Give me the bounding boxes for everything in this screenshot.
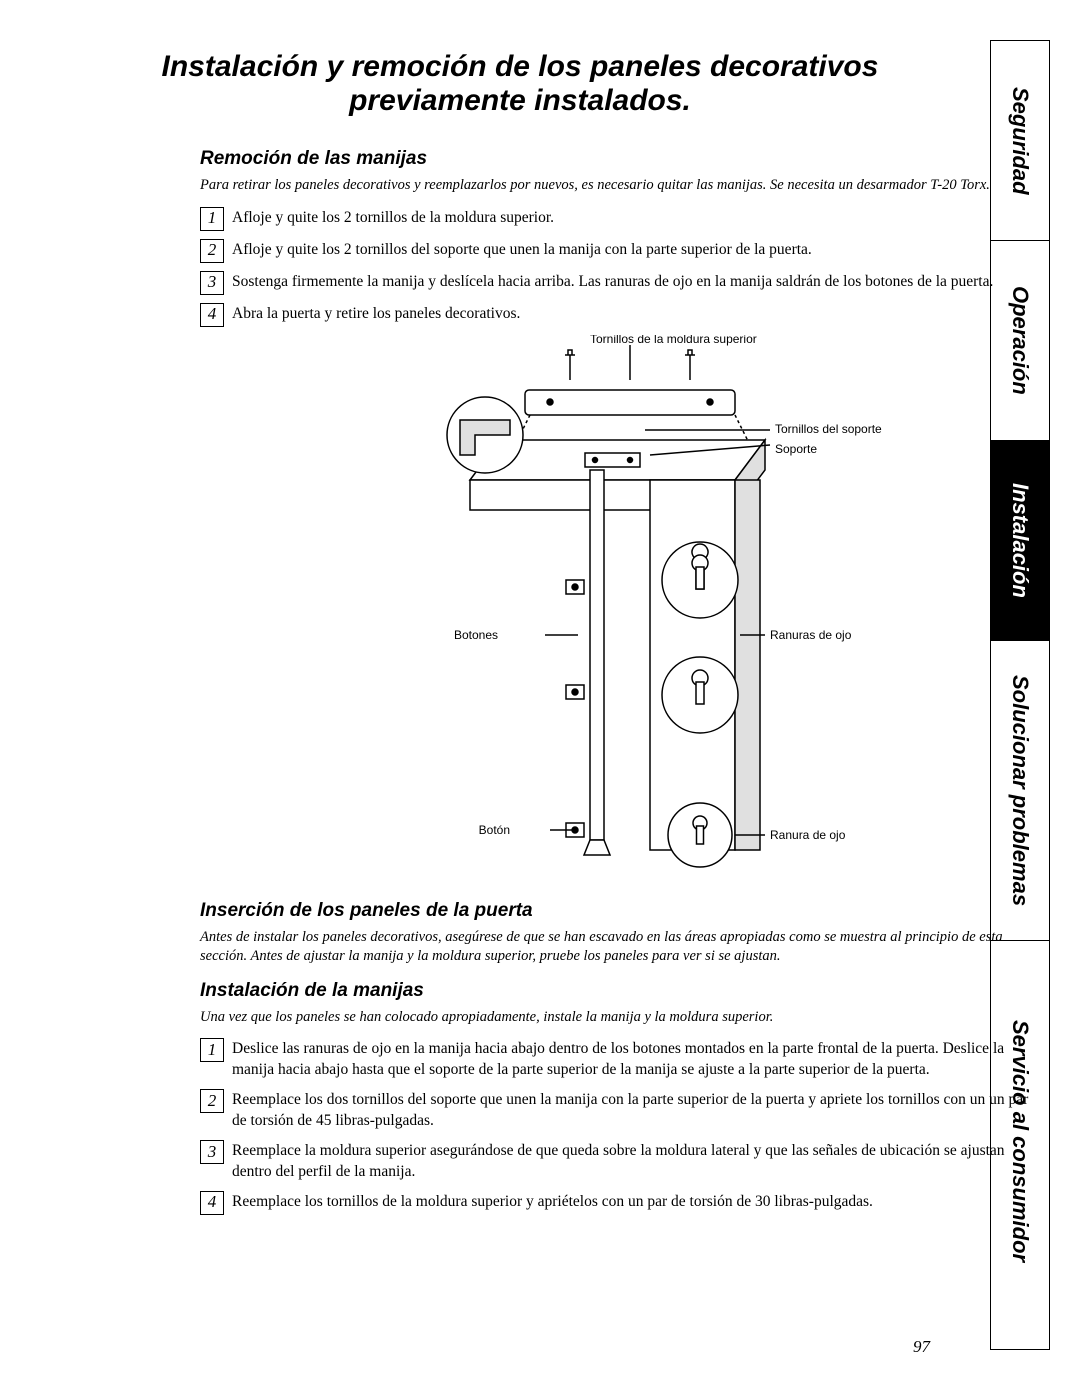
- removal-step: 1 Afloje y quite los 2 tornillos de la m…: [200, 207, 1040, 231]
- main-content: Remoción de las manijas Para retirar los…: [200, 148, 1040, 1215]
- diagram-container: Tornillos de la moldura superior Tornill…: [200, 335, 1040, 880]
- label-top-screws: Tornillos de la moldura superior: [590, 335, 757, 346]
- step-number-box: 1: [200, 1038, 224, 1062]
- step-text: Afloje y quite los 2 tornillos de la mol…: [232, 207, 1040, 229]
- side-tabs: Seguridad Operación Instalación Solucion…: [990, 40, 1050, 1350]
- step-text: Reemplace los dos tornillos del soporte …: [232, 1089, 1040, 1132]
- step-text: Sostenga firmemente la manija y deslícel…: [232, 271, 1040, 293]
- install-step: 2 Reemplace los dos tornillos del soport…: [200, 1089, 1040, 1132]
- step-text: Deslice las ranuras de ojo en la manija …: [232, 1038, 1040, 1081]
- label-bracket-screws: Tornillos del soporte: [775, 422, 882, 436]
- removal-step: 3 Sostenga firmemente la manija y deslíc…: [200, 271, 1040, 295]
- section-intro-install: Una vez que los paneles se han colocado …: [200, 1008, 1040, 1027]
- section-intro-removal: Para retirar los paneles decorativos y r…: [200, 176, 1040, 195]
- tab-servicio[interactable]: Servicio al consumidor: [991, 941, 1049, 1341]
- section-heading-removal: Remoción de las manijas: [200, 148, 1040, 170]
- label-button: Botón: [479, 823, 510, 837]
- door-handle-diagram: Tornillos de la moldura superior Tornill…: [350, 335, 890, 875]
- label-buttons: Botones: [454, 628, 498, 642]
- page: Instalación y remoción de los paneles de…: [0, 0, 1080, 1397]
- step-text: Reemplace los tornillos de la moldura su…: [232, 1191, 1040, 1213]
- tab-instalacion[interactable]: Instalación: [991, 441, 1049, 641]
- page-number: 97: [913, 1337, 930, 1357]
- removal-step: 4 Abra la puerta y retire los paneles de…: [200, 303, 1040, 327]
- step-number-box: 4: [200, 1191, 224, 1215]
- section-intro-insert: Antes de instalar los paneles decorativo…: [200, 928, 1040, 966]
- tab-solucionar[interactable]: Solucionar problemas: [991, 641, 1049, 941]
- label-bracket: Soporte: [775, 442, 817, 456]
- step-number-box: 2: [200, 1089, 224, 1113]
- step-text: Reemplace la moldura superior asegurándo…: [232, 1140, 1040, 1183]
- install-step: 1 Deslice las ranuras de ojo en la manij…: [200, 1038, 1040, 1081]
- removal-step: 2 Afloje y quite los 2 tornillos del sop…: [200, 239, 1040, 263]
- install-step: 4 Reemplace los tornillos de la moldura …: [200, 1191, 1040, 1215]
- install-step: 3 Reemplace la moldura superior asegurán…: [200, 1140, 1040, 1183]
- label-eye-slot: Ranura de ojo: [770, 828, 846, 842]
- tab-seguridad[interactable]: Seguridad: [991, 41, 1049, 241]
- label-eye-slots: Ranuras de ojo: [770, 628, 852, 642]
- step-number-box: 2: [200, 239, 224, 263]
- section-heading-install: Instalación de la manijas: [200, 980, 1040, 1002]
- step-text: Abra la puerta y retire los paneles deco…: [232, 303, 1040, 325]
- tab-operacion[interactable]: Operación: [991, 241, 1049, 441]
- page-title: Instalación y remoción de los paneles de…: [80, 50, 1050, 118]
- step-number-box: 3: [200, 1140, 224, 1164]
- step-number-box: 4: [200, 303, 224, 327]
- step-number-box: 1: [200, 207, 224, 231]
- step-number-box: 3: [200, 271, 224, 295]
- step-text: Afloje y quite los 2 tornillos del sopor…: [232, 239, 1040, 261]
- section-heading-insert: Inserción de los paneles de la puerta: [200, 900, 1040, 922]
